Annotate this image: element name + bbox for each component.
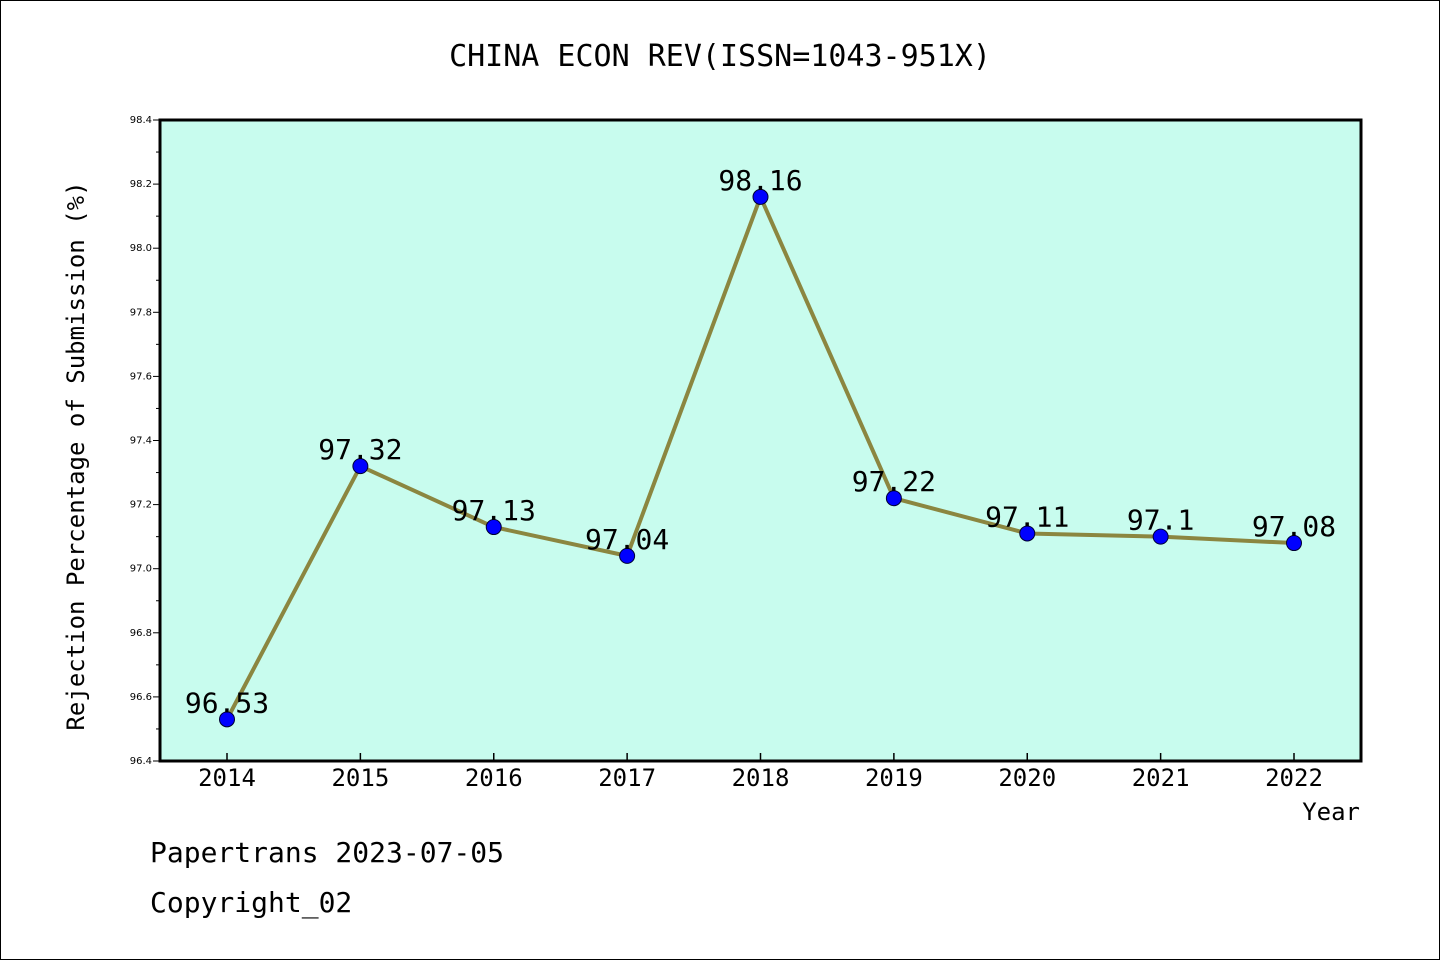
y-tick-label: 98.0: [130, 243, 152, 254]
x-tick-label: 2015: [331, 764, 389, 792]
footer-date-text: Papertrans 2023-07-05: [150, 836, 505, 869]
y-axis-ticks: 96.4 96.6 96.8 97.0 97.2 97.4 97.6 97.8 98.0 98.2…: [130, 115, 160, 767]
y-tick-label: 97.4: [130, 436, 152, 447]
data-label: 97.32: [318, 433, 402, 466]
data-point: [1152, 528, 1169, 545]
data-label: 97.08: [1252, 510, 1336, 543]
data-point: [752, 188, 769, 205]
x-tick-label: 2017: [598, 764, 656, 792]
y-tick-label: 96.8: [130, 628, 152, 639]
x-axis-label: Year: [1302, 798, 1360, 826]
data-markers: [219, 188, 1302, 728]
data-label: 97.1: [1127, 504, 1194, 537]
y-tick-label: 97.8: [130, 307, 152, 318]
y-tick-label: 97.2: [130, 500, 152, 511]
y-tick-label: 96.4: [130, 756, 152, 767]
x-tick-label: 2019: [865, 764, 923, 792]
x-tick-label: 2014: [198, 764, 256, 792]
x-tick-label: 2022: [1265, 764, 1323, 792]
data-labels: 96.53 97.32 97.13 97.04 98.16 97.22 97.11 97.1 9…: [185, 164, 1336, 719]
y-tick-label: 96.6: [130, 692, 152, 703]
data-label: 97.22: [852, 465, 936, 498]
chart-title: CHINA ECON REV(ISSN=1043-951X): [449, 39, 991, 74]
data-point: [619, 547, 636, 564]
y-tick-label: 97.0: [130, 564, 152, 575]
y-tick-label: 98.4: [130, 115, 152, 126]
x-tick-label: 2018: [732, 764, 790, 792]
y-tick-label: 97.6: [130, 371, 152, 382]
x-tick-label: 2020: [998, 764, 1056, 792]
data-label: 97.04: [585, 523, 669, 556]
data-point: [1019, 525, 1036, 542]
data-point: [485, 519, 502, 536]
data-label: 97.11: [985, 500, 1069, 533]
data-label: 96.53: [185, 686, 269, 719]
x-axis-ticks: 2014 2015 2016 2017 2018 2019 2020 2021 2022: [198, 753, 1323, 792]
y-tick-label: 98.2: [130, 179, 152, 190]
footer-copyright-text: Copyright_02: [150, 886, 353, 919]
plot-border: [158, 118, 1363, 763]
data-point: [352, 458, 369, 475]
data-point: [219, 711, 235, 728]
x-tick-label: 2016: [465, 764, 523, 792]
y-axis-label: Rejection Percentage of Submission (%): [62, 181, 90, 730]
data-point: [1286, 535, 1302, 552]
data-label: 98.16: [718, 164, 802, 197]
x-tick-label: 2021: [1132, 764, 1190, 792]
plot-area: [160, 120, 1361, 761]
data-point: [885, 490, 902, 507]
data-label: 97.13: [452, 494, 536, 527]
